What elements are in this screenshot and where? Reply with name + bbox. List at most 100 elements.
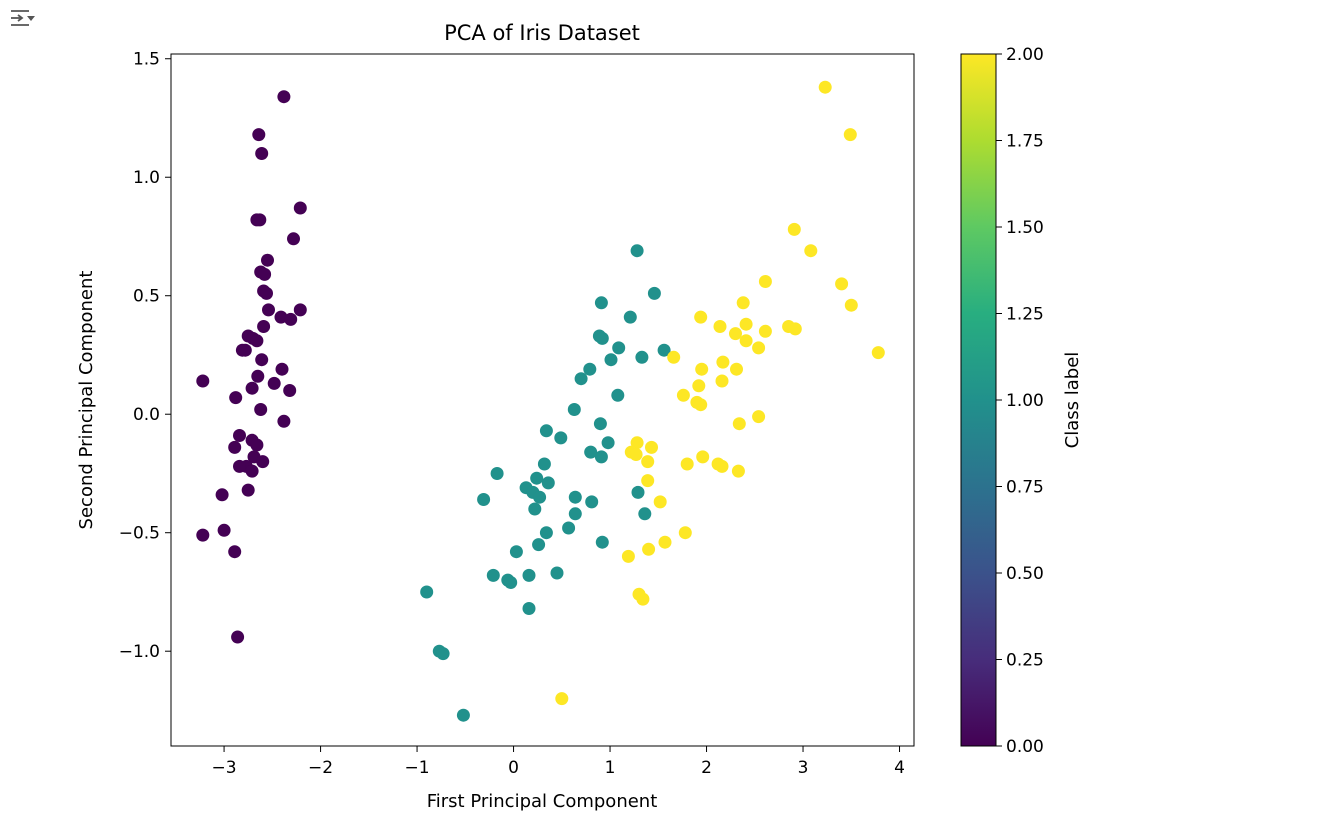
- data-point-class-1: [537, 457, 551, 471]
- data-point-class-2: [752, 410, 766, 424]
- x-tick-label: 3: [798, 758, 809, 778]
- y-tick-label: −0.5: [119, 524, 160, 544]
- colorbar-axis: 0.00 0.25 0.50 0.75 1.00 1.25 1.50 1.75 2.00: [996, 45, 1044, 757]
- data-point-class-2: [739, 317, 753, 331]
- data-point-class-1: [635, 350, 649, 364]
- scatter-points: [196, 80, 885, 722]
- colorbar-tick-label: 1.75: [1006, 132, 1044, 152]
- data-point-class-1: [528, 502, 542, 516]
- data-point-class-0: [196, 374, 210, 388]
- data-point-class-2: [732, 417, 746, 431]
- data-point-class-1: [504, 576, 518, 589]
- data-point-class-2: [729, 327, 742, 341]
- data-point-class-2: [818, 80, 832, 94]
- data-point-class-1: [533, 490, 547, 504]
- data-point-class-0: [284, 312, 298, 326]
- x-axis: −3 −2 −1 0 1 2 3 4: [212, 746, 905, 778]
- x-tick-label: −1: [405, 758, 430, 778]
- data-point-class-2: [739, 334, 753, 348]
- data-point-class-0: [245, 381, 259, 395]
- data-point-class-0: [287, 232, 300, 246]
- data-point-class-2: [695, 362, 709, 376]
- data-point-class-1: [436, 647, 450, 661]
- data-point-class-0: [250, 438, 264, 452]
- data-point-class-0: [251, 369, 265, 383]
- data-point-class-0: [215, 488, 229, 502]
- data-point-class-0: [228, 440, 242, 454]
- data-point-class-0: [283, 384, 297, 397]
- data-point-class-0: [255, 147, 269, 160]
- y-tick-label: 1.0: [133, 168, 160, 188]
- data-point-class-1: [509, 545, 523, 559]
- data-point-class-2: [653, 495, 667, 509]
- chart-title: PCA of Iris Dataset: [444, 21, 640, 45]
- data-point-class-1: [612, 341, 626, 355]
- data-point-class-0: [293, 201, 307, 215]
- data-point-class-0: [196, 528, 210, 542]
- data-point-class-2: [871, 346, 885, 360]
- data-point-class-2: [730, 362, 743, 376]
- data-point-class-2: [736, 296, 750, 310]
- data-point-class-1: [657, 343, 671, 357]
- data-point-class-1: [554, 431, 568, 445]
- data-point-class-2: [642, 542, 656, 556]
- data-point-class-2: [621, 549, 635, 563]
- data-point-class-0: [245, 464, 259, 478]
- colorbar: [960, 53, 997, 747]
- plot-frame: [170, 53, 915, 747]
- x-tick-label: 0: [508, 758, 519, 778]
- data-point-class-0: [233, 459, 246, 473]
- y-axis: −1.0 −0.5 0.0 0.5 1.0 1.5: [119, 50, 171, 662]
- y-tick-label: 1.5: [133, 50, 160, 70]
- data-point-class-1: [562, 521, 576, 535]
- data-point-class-1: [594, 450, 608, 464]
- x-tick-label: 4: [894, 758, 905, 778]
- data-point-class-2: [788, 322, 802, 336]
- data-point-class-1: [486, 568, 500, 582]
- data-point-class-1: [583, 362, 597, 376]
- data-point-class-1: [623, 310, 637, 324]
- data-point-class-2: [752, 341, 766, 355]
- data-point-class-2: [636, 592, 650, 606]
- data-point-class-2: [787, 222, 801, 236]
- x-tick-label: 1: [605, 758, 616, 778]
- data-point-class-2: [678, 526, 692, 540]
- data-point-class-1: [595, 331, 609, 345]
- data-point-class-1: [550, 566, 564, 580]
- data-point-class-0: [238, 343, 252, 357]
- data-point-class-0: [228, 545, 242, 559]
- data-point-class-2: [731, 464, 745, 478]
- data-point-class-2: [804, 244, 818, 258]
- data-point-class-2: [694, 310, 708, 324]
- data-point-class-2: [758, 275, 772, 288]
- data-point-class-1: [539, 526, 553, 540]
- data-point-class-0: [229, 391, 243, 405]
- data-point-class-1: [477, 493, 491, 506]
- data-point-class-2: [555, 692, 569, 706]
- data-point-class-0: [250, 213, 264, 227]
- data-point-class-1: [630, 244, 644, 258]
- data-point-class-1: [541, 476, 555, 490]
- data-point-class-2: [758, 324, 772, 338]
- x-tick-label: 2: [701, 758, 712, 778]
- data-point-class-2: [694, 398, 708, 412]
- data-point-class-0: [250, 334, 264, 348]
- data-point-class-1: [638, 507, 652, 521]
- data-point-class-0: [261, 253, 274, 267]
- output-collapse-icon[interactable]: [8, 6, 38, 30]
- colorbar-tick-label: 2.00: [1006, 45, 1044, 65]
- data-point-class-1: [584, 445, 598, 459]
- data-point-class-1: [522, 568, 536, 582]
- data-point-class-1: [490, 467, 504, 480]
- data-point-class-0: [256, 455, 270, 469]
- data-point-class-1: [530, 471, 544, 485]
- colorbar-tick-label: 0.75: [1006, 478, 1044, 498]
- data-point-class-1: [568, 507, 582, 521]
- data-point-class-0: [258, 267, 272, 281]
- data-point-class-2: [667, 350, 681, 364]
- data-point-class-2: [843, 128, 857, 142]
- colorbar-tick-label: 1.00: [1006, 391, 1044, 411]
- data-point-class-1: [601, 436, 615, 450]
- data-point-class-1: [593, 417, 607, 431]
- data-point-class-0: [231, 630, 245, 644]
